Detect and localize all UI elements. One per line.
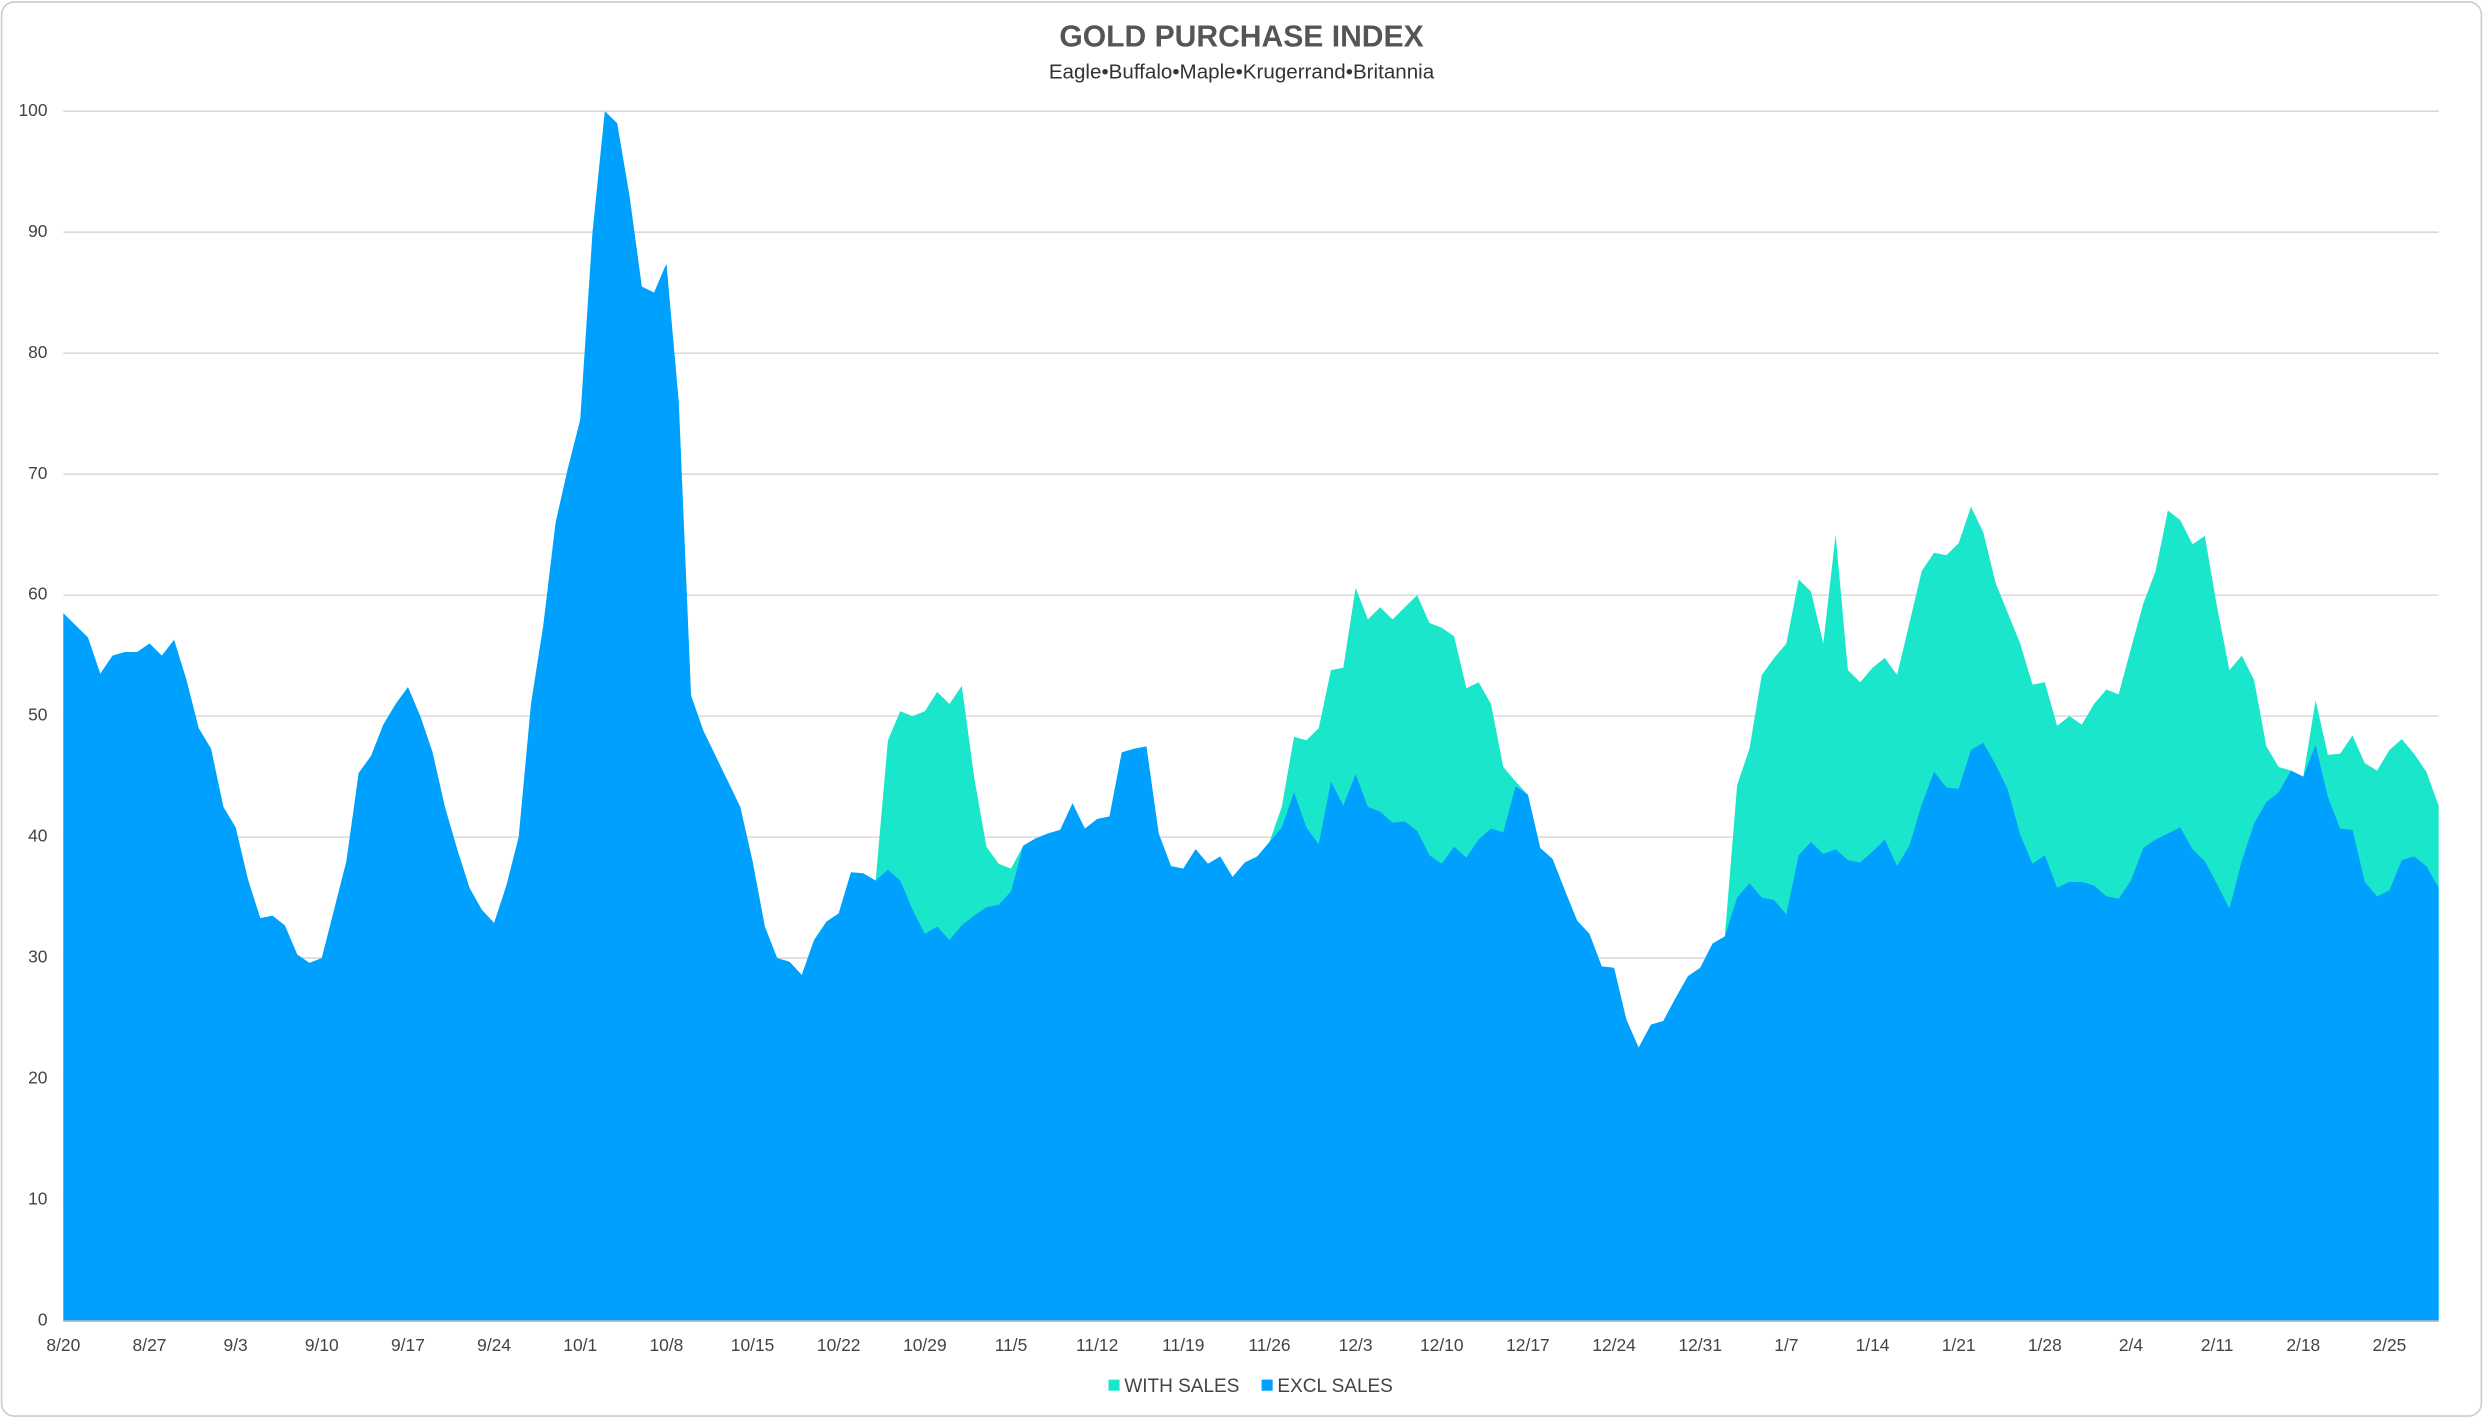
y-tick-label: 90 <box>28 221 47 241</box>
x-tick-label: 11/5 <box>995 1335 1028 1355</box>
y-tick-label: 20 <box>28 1068 47 1088</box>
y-tick-label: 100 <box>18 100 47 120</box>
y-tick-label: 0 <box>38 1310 48 1330</box>
x-tick-label: 10/1 <box>563 1335 597 1355</box>
x-tick-label: 12/3 <box>1339 1335 1373 1355</box>
x-tick-label: 1/28 <box>2028 1335 2062 1355</box>
x-tick-label: 2/18 <box>2286 1335 2320 1355</box>
x-tick-label: 10/22 <box>817 1335 861 1355</box>
legend-label: WITH SALES <box>1124 1376 1239 1397</box>
legend-swatch <box>1261 1379 1273 1391</box>
x-tick-label: 12/17 <box>1506 1335 1550 1355</box>
chart-subtitle: Eagle•Buffalo•Maple•Krugerrand•Britannia <box>1049 61 1435 84</box>
x-tick-label: 9/3 <box>224 1335 248 1355</box>
x-tick-label: 10/15 <box>731 1335 775 1355</box>
x-tick-label: 9/17 <box>391 1335 425 1355</box>
x-tick-label: 2/11 <box>2201 1335 2234 1355</box>
x-tick-label: 9/10 <box>305 1335 339 1355</box>
x-tick-label: 11/12 <box>1076 1335 1118 1355</box>
x-tick-label: 1/7 <box>1774 1335 1798 1355</box>
x-tick-label: 9/24 <box>477 1335 511 1355</box>
y-tick-label: 50 <box>28 705 47 725</box>
chart-title: GOLD PURCHASE INDEX <box>1059 20 1423 53</box>
y-tick-label: 70 <box>28 463 47 483</box>
x-tick-label: 12/24 <box>1592 1335 1636 1355</box>
x-tick-label: 11/19 <box>1162 1335 1204 1355</box>
legend-swatch <box>1108 1379 1120 1391</box>
area <box>63 111 2439 1322</box>
x-tick-label: 1/14 <box>1856 1335 1890 1355</box>
y-tick-label: 10 <box>28 1189 47 1209</box>
y-tick-label: 30 <box>28 947 47 967</box>
x-tick-label: 1/21 <box>1942 1335 1976 1355</box>
y-tick-label: 80 <box>28 342 47 362</box>
x-tick-label: 10/29 <box>903 1335 947 1355</box>
x-tick-label: 12/31 <box>1678 1335 1722 1355</box>
y-tick-label: 40 <box>28 826 47 846</box>
y-tick-label: 60 <box>28 584 47 604</box>
legend-label: EXCL SALES <box>1277 1376 1392 1397</box>
x-tick-label: 2/4 <box>2119 1335 2144 1355</box>
x-tick-label: 10/8 <box>649 1335 683 1355</box>
x-tick-label: 12/10 <box>1420 1335 1464 1355</box>
x-tick-label: 11/26 <box>1248 1335 1290 1355</box>
x-tick-label: 8/27 <box>133 1335 167 1355</box>
x-tick-label: 8/20 <box>46 1335 80 1355</box>
x-tick-label: 2/25 <box>2372 1335 2406 1355</box>
